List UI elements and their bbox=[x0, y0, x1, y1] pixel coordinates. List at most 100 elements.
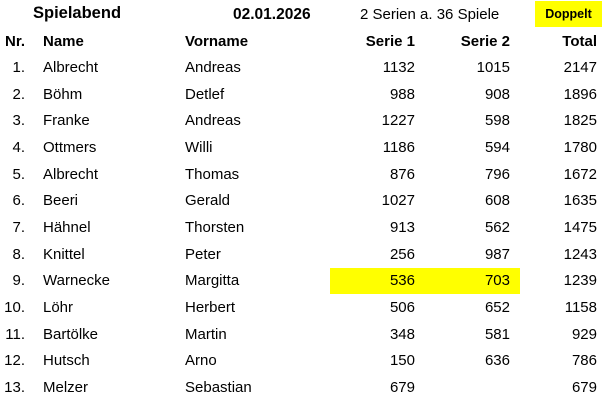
cell-nr: 1. bbox=[12, 58, 25, 76]
cell-serie1: 679 bbox=[389, 379, 415, 397]
column-header-serie2: Serie 2 bbox=[460, 32, 510, 50]
cell-serie2: 562 bbox=[484, 218, 510, 236]
table-header: Nr. Name Vorname Serie 1 Serie 2 Total bbox=[0, 28, 602, 54]
cell-serie1: 1132 bbox=[382, 58, 415, 76]
cell-name: Böhm bbox=[43, 85, 83, 103]
cell-name: Hähnel bbox=[43, 218, 91, 236]
table-row: 1. Albrecht Andreas 1132 1015 2147 bbox=[0, 54, 602, 81]
cell-serie2: 987 bbox=[484, 245, 510, 263]
cell-nr: 5. bbox=[12, 165, 25, 183]
cell-vorname: Thomas bbox=[185, 165, 240, 183]
cell-total: 679 bbox=[571, 379, 597, 397]
cell-vorname: Margitta bbox=[185, 272, 240, 290]
cell-vorname: Thorsten bbox=[185, 218, 245, 236]
cell-serie1: 536 bbox=[330, 267, 425, 295]
cell-serie2: 908 bbox=[484, 85, 510, 103]
table-row: 4. Ottmers Willi 1186 594 1780 bbox=[0, 134, 602, 161]
cell-serie1: 1227 bbox=[381, 112, 415, 130]
cell-serie1: 348 bbox=[389, 325, 415, 343]
cell-total: 1158 bbox=[564, 299, 597, 317]
cell-name: Beeri bbox=[43, 192, 79, 210]
cell-total: 1475 bbox=[563, 218, 597, 236]
table-row: 12. Hutsch Arno 150 636 786 bbox=[0, 348, 602, 375]
cell-serie2: 581 bbox=[484, 325, 510, 343]
cell-nr: 2. bbox=[12, 85, 25, 103]
cell-serie2: 636 bbox=[484, 352, 510, 370]
cell-vorname: Andreas bbox=[185, 112, 241, 130]
cell-vorname: Sebastian bbox=[185, 379, 252, 397]
cell-vorname: Peter bbox=[185, 245, 221, 263]
table-row: 2. Böhm Detlef 988 908 1896 bbox=[0, 81, 602, 108]
cell-name: Albrecht bbox=[43, 58, 99, 76]
cell-serie2: 796 bbox=[484, 165, 510, 183]
cell-total: 1635 bbox=[563, 192, 597, 210]
cell-vorname: Gerald bbox=[185, 192, 231, 210]
cell-nr: 7. bbox=[12, 218, 25, 236]
cell-name: Albrecht bbox=[43, 165, 99, 183]
cell-name: Hutsch bbox=[43, 352, 90, 370]
cell-total: 1780 bbox=[563, 138, 597, 156]
cell-serie1: 1027 bbox=[381, 192, 415, 210]
cell-nr: 4. bbox=[12, 138, 25, 156]
cell-name: Ottmers bbox=[43, 138, 97, 156]
cell-serie1: 256 bbox=[389, 245, 415, 263]
cell-name: Melzer bbox=[43, 379, 89, 397]
cell-total: 1825 bbox=[563, 112, 597, 130]
cell-name: Franke bbox=[43, 112, 90, 130]
column-header-total: Total bbox=[562, 32, 597, 50]
cell-nr: 9. bbox=[12, 272, 25, 290]
table-row: 11. Bartölke Martin 348 581 929 bbox=[0, 321, 602, 348]
cell-total: 1239 bbox=[563, 272, 597, 290]
cell-serie2: 703 bbox=[425, 267, 520, 295]
cell-name: Knittel bbox=[43, 245, 85, 263]
column-header-vorname: Vorname bbox=[185, 32, 249, 50]
cell-nr: 6. bbox=[12, 192, 25, 210]
cell-name: Löhr bbox=[43, 299, 74, 317]
cell-serie1: 988 bbox=[389, 85, 415, 103]
cell-nr: 3. bbox=[12, 112, 25, 130]
cell-total: 1896 bbox=[563, 85, 597, 103]
column-header-nr: Nr. bbox=[4, 32, 25, 50]
cell-vorname: Herbert bbox=[185, 299, 236, 317]
event-date: 02.01.2026 bbox=[233, 6, 311, 23]
cell-vorname: Detlef bbox=[185, 85, 225, 103]
cell-total: 929 bbox=[571, 325, 597, 343]
table-body: 1. Albrecht Andreas 1132 1015 2147 2. Bö… bbox=[0, 54, 602, 401]
cell-serie1: 150 bbox=[389, 352, 415, 370]
table-row: 5. Albrecht Thomas 876 796 1672 bbox=[0, 161, 602, 188]
cell-total: 1243 bbox=[563, 245, 597, 263]
column-header-name: Name bbox=[43, 32, 84, 50]
cell-serie1: 1186 bbox=[382, 138, 415, 156]
table-row: 10. Löhr Herbert 506 652 1158 bbox=[0, 294, 602, 321]
table-row: 8. Knittel Peter 256 987 1243 bbox=[0, 241, 602, 268]
table-row: 6. Beeri Gerald 1027 608 1635 bbox=[0, 187, 602, 214]
doppelt-badge: Doppelt bbox=[535, 1, 602, 27]
cell-vorname: Willi bbox=[185, 138, 213, 156]
title-band: Spielabend 02.01.2026 2 Serien a. 36 Spi… bbox=[0, 0, 602, 28]
cell-nr: 12. bbox=[4, 352, 25, 370]
cell-serie2 bbox=[425, 374, 520, 401]
page-title: Spielabend bbox=[33, 4, 122, 22]
cell-serie2: 652 bbox=[484, 299, 510, 317]
cell-serie1: 506 bbox=[389, 299, 415, 317]
column-header-serie1: Serie 1 bbox=[365, 32, 415, 50]
cell-vorname: Martin bbox=[185, 325, 227, 343]
table-row: 13. Melzer Sebastian 679 679 bbox=[0, 374, 602, 401]
cell-serie1: 876 bbox=[389, 165, 415, 183]
cell-name: Warnecke bbox=[43, 272, 110, 290]
cell-nr: 11. bbox=[5, 325, 25, 343]
cell-nr: 10. bbox=[4, 299, 25, 317]
cell-total: 2147 bbox=[563, 58, 597, 76]
cell-serie2: 594 bbox=[484, 138, 510, 156]
cell-serie1: 913 bbox=[389, 218, 415, 236]
cell-vorname: Andreas bbox=[185, 58, 241, 76]
cell-vorname: Arno bbox=[185, 352, 217, 370]
series-info: 2 Serien a. 36 Spiele bbox=[360, 6, 500, 23]
cell-total: 786 bbox=[571, 352, 597, 370]
cell-total: 1672 bbox=[563, 165, 597, 183]
table-row: 9. Warnecke Margitta 536 703 1239 bbox=[0, 267, 602, 295]
cell-nr: 8. bbox=[12, 245, 25, 263]
cell-serie2: 1015 bbox=[476, 58, 510, 76]
cell-name: Bartölke bbox=[43, 325, 99, 343]
